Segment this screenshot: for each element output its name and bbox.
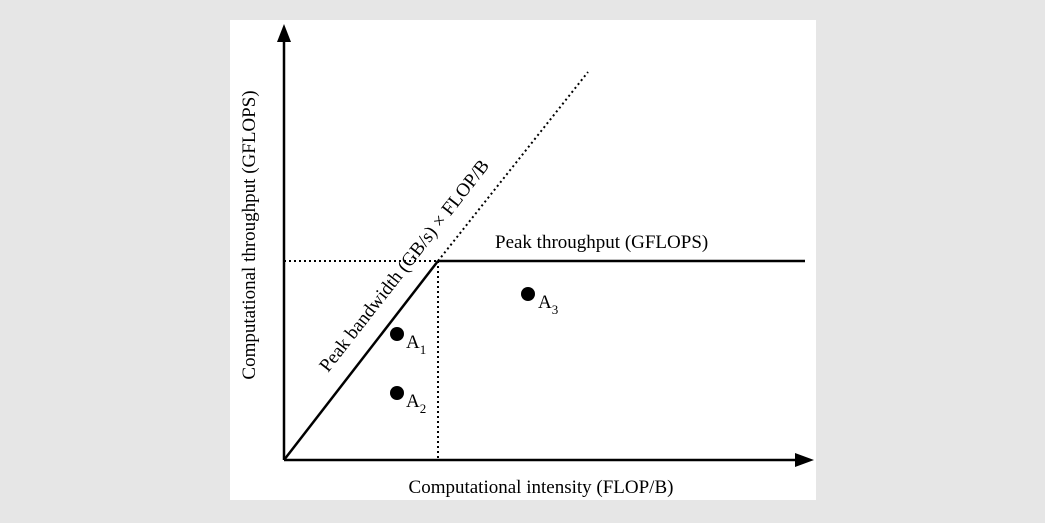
peak-bandwidth-label: Peak bandwidth (GB/s) × FLOP/B — [315, 156, 493, 376]
y-axis-arrowhead — [277, 24, 291, 42]
bandwidth-roof-line — [283, 260, 439, 461]
point-a1-marker — [390, 327, 404, 341]
x-axis-label: Computational intensity (FLOP/B) — [409, 477, 674, 498]
point-a1-label: A1 — [406, 332, 426, 357]
figure-panel: Peak throughput (GFLOPS) Peak bandwidth … — [230, 20, 816, 500]
x-axis-arrowhead — [795, 453, 814, 467]
roofline-diagram: Peak throughput (GFLOPS) Peak bandwidth … — [239, 24, 814, 498]
peak-throughput-label: Peak throughput (GFLOPS) — [495, 232, 708, 253]
bandwidth-extension-dotted — [437, 71, 589, 262]
point-a3-label: A3 — [538, 292, 558, 317]
point-a3-marker — [521, 287, 535, 301]
point-a2-label: A2 — [406, 391, 426, 416]
y-axis-label: Computational throughput (GFLOPS) — [239, 90, 260, 379]
point-a2-marker — [390, 386, 404, 400]
